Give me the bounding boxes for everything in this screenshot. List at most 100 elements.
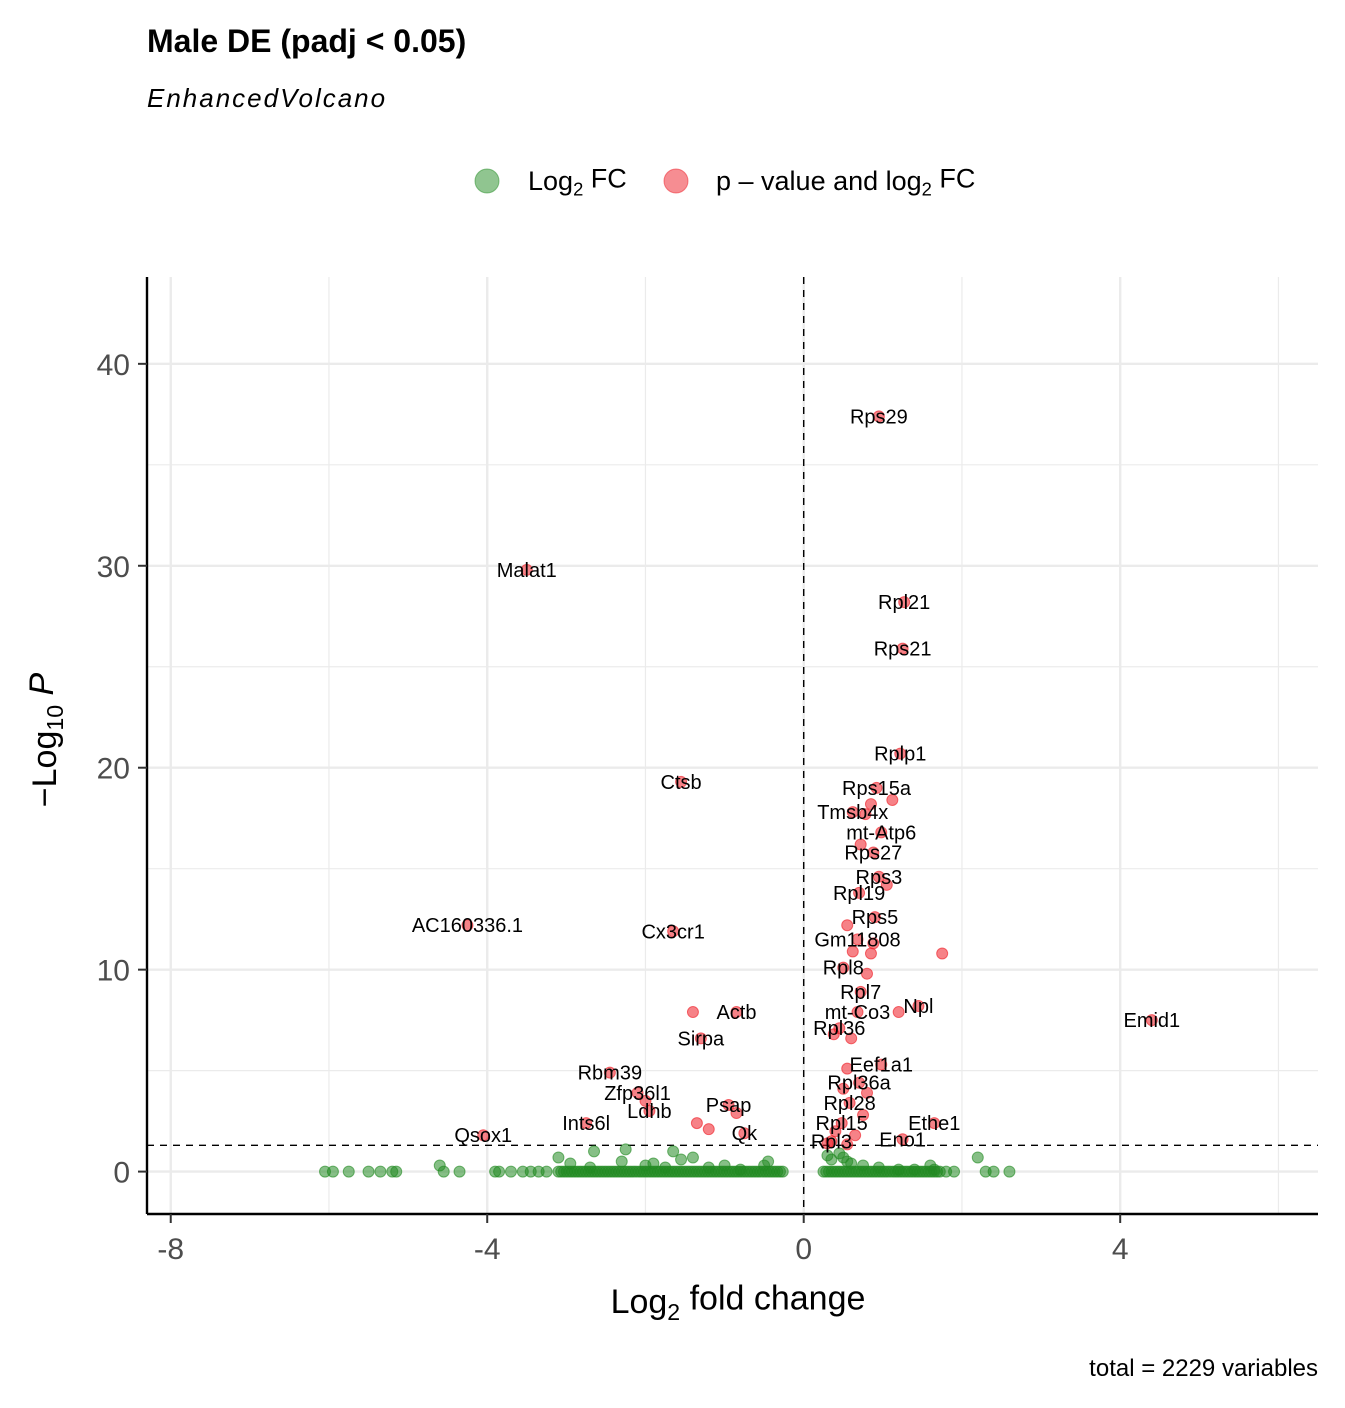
- point-pvalue-fc: [675, 775, 688, 788]
- gene-label-ethe1: Ethe1: [908, 1113, 960, 1135]
- point-fc: [619, 1143, 632, 1156]
- chart-subtitle: EnhancedVolcano: [147, 83, 387, 113]
- point-fc: [362, 1165, 375, 1178]
- chart-title: Male DE (padj < 0.05): [147, 23, 466, 59]
- x-tick-label: 0: [795, 1233, 812, 1266]
- point-fc: [762, 1155, 775, 1168]
- point-pvalue-fc: [851, 1006, 864, 1019]
- point-pvalue-fc: [854, 838, 867, 851]
- point-pvalue-fc: [849, 1129, 862, 1142]
- point-fc: [540, 1165, 553, 1178]
- point-pvalue-fc: [843, 1096, 856, 1109]
- point-fc: [437, 1165, 450, 1178]
- point-pvalue-fc: [1145, 1014, 1158, 1027]
- point-pvalue-fc: [837, 961, 850, 974]
- legend-key-pfc: [663, 168, 689, 194]
- gene-label-ints6l: Ints6l: [562, 1113, 610, 1135]
- y-tick-label: 30: [97, 551, 130, 584]
- point-fc: [686, 1151, 699, 1164]
- point-pvalue-fc: [936, 947, 949, 960]
- x-tick-label: -8: [157, 1233, 184, 1266]
- gene-label-rps27: Rps27: [844, 843, 902, 865]
- gene-label-qsox1: Qsox1: [454, 1125, 512, 1147]
- x-tick-label: -4: [474, 1233, 501, 1266]
- legend-label-pfc: p – value and log2 FC: [716, 163, 975, 199]
- point-pvalue-fc: [827, 1028, 840, 1041]
- point-fc: [504, 1165, 517, 1178]
- point-pvalue-fc: [730, 1006, 743, 1019]
- point-fc: [987, 1165, 1000, 1178]
- point-fc: [776, 1165, 789, 1178]
- x-axis-title: Log2 fold change: [611, 1280, 866, 1325]
- legend-key-fc: [474, 168, 500, 194]
- point-pvalue-fc: [829, 1125, 842, 1138]
- gene-label-zfp36l1: Zfp36l1: [604, 1083, 671, 1105]
- caption: total = 2229 variables: [1089, 1355, 1318, 1382]
- gene-label-rps21: Rps21: [874, 639, 932, 661]
- point-pvalue-fc: [639, 1094, 652, 1107]
- series-log2fc: [319, 1143, 1016, 1178]
- point-pvalue-fc: [643, 1105, 656, 1118]
- gene-label-actb: Actb: [716, 1002, 756, 1024]
- point-fc: [342, 1165, 355, 1178]
- point-pvalue-fc: [821, 1137, 834, 1150]
- point-pvalue-fc: [864, 947, 877, 960]
- point-pvalue-fc: [864, 798, 877, 811]
- point-pvalue-fc: [461, 919, 474, 932]
- point-pvalue-fc: [667, 925, 680, 938]
- point-pvalue-fc: [722, 1098, 735, 1111]
- point-pvalue-fc: [928, 1117, 941, 1130]
- point-pvalue-fc: [875, 826, 888, 839]
- point-pvalue-fc: [898, 596, 911, 609]
- point-pvalue-fc: [694, 1032, 707, 1045]
- point-pvalue-fc: [853, 1076, 866, 1089]
- point-fc: [390, 1165, 403, 1178]
- point-fc: [615, 1155, 628, 1168]
- point-pvalue-fc: [845, 1032, 858, 1045]
- y-axis-title: −Log10 P: [23, 672, 68, 807]
- point-pvalue-fc: [867, 846, 880, 859]
- cutoff-lines: [147, 277, 1318, 1214]
- gene-label-rplp1: Rplp1: [874, 744, 926, 766]
- point-fc: [588, 1145, 601, 1158]
- gene-label-cx3cr1: Cx3cr1: [641, 921, 704, 943]
- gene-label-rbm39: Rbm39: [578, 1063, 642, 1085]
- point-pvalue-fc: [896, 642, 909, 655]
- point-fc: [825, 1153, 838, 1166]
- point-pvalue-fc: [837, 1082, 850, 1095]
- point-pvalue-fc: [872, 870, 885, 883]
- point-fc: [971, 1151, 984, 1164]
- gene-label-gm11808: Gm11808: [814, 929, 900, 951]
- point-pvalue-fc: [912, 1000, 925, 1013]
- point-pvalue-fc: [738, 1127, 751, 1140]
- point-pvalue-fc: [880, 878, 893, 891]
- gene-label-emid1: Emid1: [1123, 1010, 1180, 1032]
- point-pvalue-fc: [841, 919, 854, 932]
- point-pvalue-fc: [886, 794, 899, 807]
- point-pvalue-fc: [896, 1133, 909, 1146]
- point-fc: [675, 1153, 688, 1166]
- legend-label-fc: Log2 FC: [528, 163, 627, 199]
- point-pvalue-fc: [853, 886, 866, 899]
- point-pvalue-fc: [690, 1117, 703, 1130]
- gene-label-eno1: Eno1: [879, 1129, 926, 1151]
- point-pvalue-fc: [857, 1109, 870, 1122]
- gene-label-rpl28: Rpl28: [823, 1093, 875, 1115]
- point-pvalue-fc: [861, 967, 874, 980]
- gene-label-rpl8: Rpl8: [823, 958, 864, 980]
- gene-label-malat1: Malat1: [497, 560, 557, 582]
- gene-label-eef1a1: Eef1a1: [850, 1055, 913, 1077]
- point-pvalue-fc: [846, 806, 859, 819]
- gene-label-sirpa: Sirpa: [677, 1028, 725, 1050]
- gene-label-ctsb: Ctsb: [661, 772, 702, 794]
- gene-label-qk: Qk: [732, 1123, 759, 1145]
- point-pvalue-fc: [631, 1086, 644, 1099]
- point-pvalue-fc: [520, 563, 533, 576]
- point-fc: [667, 1145, 680, 1158]
- gene-label-mt-atp6: mt-Atp6: [846, 822, 916, 844]
- point-fc: [493, 1165, 506, 1178]
- point-pvalue-fc: [861, 1086, 874, 1099]
- point-pvalue-fc: [702, 1123, 715, 1136]
- gene-label-ac160336-1: AC160336.1: [412, 915, 523, 937]
- point-pvalue-fc: [872, 410, 885, 423]
